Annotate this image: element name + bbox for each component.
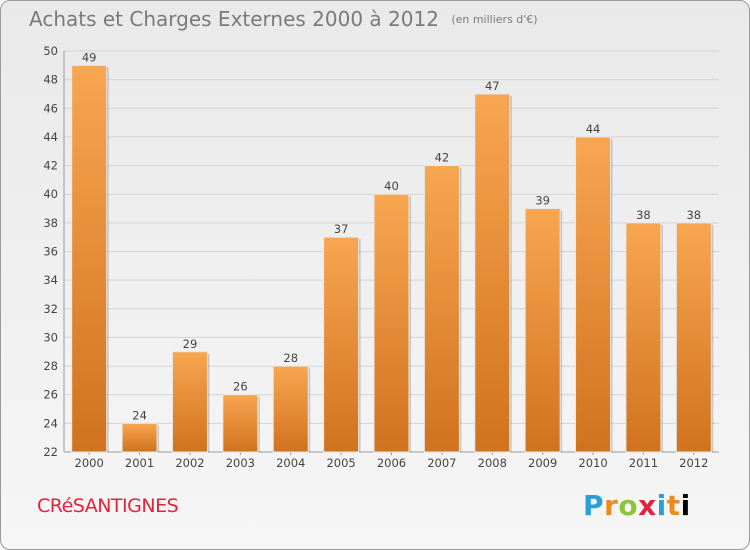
x-tick-label: 2006 bbox=[377, 456, 406, 470]
logo-letter: P bbox=[583, 489, 605, 522]
x-tick-label: 2010 bbox=[578, 456, 607, 470]
y-tick-label: 32 bbox=[43, 302, 58, 316]
bar bbox=[575, 136, 612, 453]
data-label: 29 bbox=[183, 337, 198, 351]
logo-letter: r bbox=[604, 489, 619, 522]
data-label: 47 bbox=[485, 79, 500, 93]
x-tick-label: 2000 bbox=[75, 456, 104, 470]
x-tick-label: 2003 bbox=[226, 456, 255, 470]
x-tick-label: 2001 bbox=[125, 456, 154, 470]
y-tick-label: 42 bbox=[43, 159, 58, 173]
y-tick-label: 38 bbox=[43, 216, 58, 230]
y-tick-label: 22 bbox=[43, 445, 58, 459]
x-tick-label: 2009 bbox=[528, 456, 557, 470]
x-tick-label: 2007 bbox=[427, 456, 456, 470]
axis-layer: 22 24 26 28 30 32 34 36 38 40 42 44 46 48 50 2000 2001 20… bbox=[43, 44, 719, 470]
bar bbox=[524, 208, 561, 453]
commune-name: CRéSANTIGNES bbox=[37, 495, 179, 517]
logo-letter: i bbox=[656, 489, 667, 522]
logo-letter: i bbox=[680, 489, 691, 522]
y-tick-label: 30 bbox=[43, 330, 58, 344]
data-label: 44 bbox=[586, 122, 601, 136]
chart-unit: (en milliers d'€) bbox=[451, 13, 538, 26]
x-tick-label: 2005 bbox=[326, 456, 355, 470]
data-label: 38 bbox=[636, 208, 651, 222]
bar bbox=[171, 351, 208, 453]
x-tick-label: 2011 bbox=[629, 456, 658, 470]
y-tick-label: 34 bbox=[43, 273, 58, 287]
logo-letter: o bbox=[618, 489, 639, 522]
bar bbox=[373, 193, 410, 453]
x-tick-label: 2008 bbox=[478, 456, 507, 470]
y-tick-label: 36 bbox=[43, 245, 58, 259]
bar bbox=[625, 222, 662, 453]
data-label: 28 bbox=[283, 351, 298, 365]
bar bbox=[675, 222, 712, 453]
data-label: 24 bbox=[132, 408, 147, 422]
data-label: 39 bbox=[535, 194, 550, 208]
bar bbox=[323, 236, 360, 453]
logo-letter: x bbox=[638, 489, 657, 522]
data-label: 26 bbox=[233, 380, 248, 394]
bar-layer bbox=[71, 64, 714, 453]
bar bbox=[474, 93, 511, 453]
y-tick-label: 46 bbox=[43, 101, 58, 115]
label-layer: 49 24 29 26 28 37 40 42 47 39 44 38 38 bbox=[82, 50, 701, 422]
bar bbox=[71, 64, 108, 453]
chart-title: Achats et Charges Externes 2000 à 2012 (… bbox=[29, 7, 538, 31]
y-tick-label: 40 bbox=[43, 187, 58, 201]
y-tick-label: 44 bbox=[43, 130, 58, 144]
x-tick-label: 2012 bbox=[679, 456, 708, 470]
y-tick-label: 26 bbox=[43, 388, 58, 402]
bar bbox=[272, 365, 309, 453]
bar bbox=[222, 394, 259, 453]
bar bbox=[423, 165, 460, 453]
y-tick-label: 48 bbox=[43, 73, 58, 87]
data-label: 38 bbox=[686, 208, 701, 222]
logo-letter: t bbox=[666, 489, 681, 522]
data-label: 37 bbox=[334, 222, 349, 236]
y-tick-label: 28 bbox=[43, 359, 58, 373]
data-label: 42 bbox=[435, 151, 450, 165]
y-tick-label: 24 bbox=[43, 416, 58, 430]
x-tick-label: 2002 bbox=[175, 456, 204, 470]
data-label: 40 bbox=[384, 179, 399, 193]
chart-title-text: Achats et Charges Externes 2000 à 2012 bbox=[29, 7, 439, 31]
bar bbox=[121, 422, 158, 453]
x-tick-label: 2004 bbox=[276, 456, 305, 470]
y-tick-label: 50 bbox=[43, 44, 58, 58]
proxiti-logo[interactable]: Proxiti bbox=[583, 489, 691, 522]
data-label: 49 bbox=[82, 50, 97, 64]
